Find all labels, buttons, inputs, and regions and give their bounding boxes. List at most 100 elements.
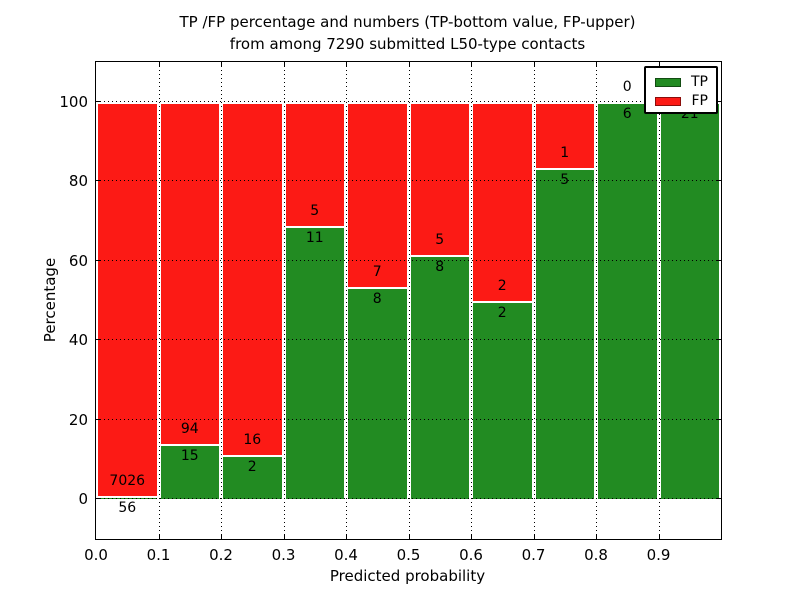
x-tick-mark (658, 62, 660, 66)
x-tick-mark (471, 62, 472, 66)
bar-segment-fp (535, 102, 594, 169)
bar-count-label-tp: 6 (622, 106, 632, 122)
bar-0.9-1.0 (658, 102, 721, 499)
y-tick-label: 80 (68, 172, 88, 191)
gridline-horizontal (96, 339, 721, 341)
x-tick-mark (408, 535, 410, 539)
gridline-horizontal (96, 259, 721, 261)
x-tick-mark (283, 62, 285, 66)
x-tick-mark (346, 535, 347, 539)
x-tick-label: 0.0 (84, 546, 108, 564)
bar-count-label-fp: 0 (622, 79, 632, 95)
y-tick-mark (717, 418, 721, 420)
x-tick-mark (221, 62, 222, 66)
bar-segment-tp (598, 102, 657, 499)
bar-count-label-fp: 2 (497, 277, 507, 294)
bar-count-label-fp: 1 (560, 145, 570, 162)
bar-count-label-tp: 5 (560, 172, 570, 189)
x-tick-label: 0.5 (396, 546, 421, 564)
bar-0.5-0.6 (408, 102, 471, 499)
bar-0.4-0.5 (346, 102, 409, 499)
gridline-vertical (221, 62, 222, 539)
y-tick-mark (96, 498, 100, 499)
y-tick-label: 0 (78, 490, 88, 508)
gridline-vertical (471, 62, 472, 539)
bar-count-label-tp: 15 (180, 448, 199, 465)
gridline-vertical (658, 62, 660, 539)
bar-0.6-0.7 (471, 102, 534, 499)
y-tick-mark (96, 101, 100, 102)
y-tick-mark (717, 259, 721, 261)
legend-item-tp: TP (655, 74, 708, 90)
chart-title-line-2: from among 7290 submitted L50-type conta… (229, 35, 586, 53)
plot-area: TP FP 7026569415162511785822150602102040… (59, 61, 722, 564)
gridline-horizontal (96, 498, 721, 499)
x-tick-label: 0.9 (646, 546, 671, 564)
bar-count-label-tp: 11 (305, 230, 324, 247)
tp-color-swatch-icon (655, 77, 681, 87)
x-tick-label: 0.2 (209, 546, 233, 564)
bar-count-label-tp: 56 (118, 499, 137, 516)
bar-segment-tp (160, 444, 219, 499)
bar-segment-tp (660, 102, 719, 499)
y-tick-mark (96, 259, 100, 261)
x-axis-label: Predicted probability (329, 567, 486, 585)
bar-segment-tp (410, 254, 469, 499)
bar-segment-tp (285, 226, 344, 499)
bar-segment-tp (348, 287, 407, 499)
x-tick-label: 0.4 (334, 546, 358, 564)
legend-item-fp: FP (655, 93, 708, 109)
bar-count-label-tp: 8 (372, 291, 382, 308)
bar-count-label-tp: 2 (497, 304, 507, 321)
x-tick-mark (658, 535, 660, 539)
y-tick-label: 100 (59, 93, 88, 111)
y-tick-mark (717, 101, 721, 102)
y-tick-mark (96, 180, 100, 182)
bar-count-label-fp: 7026 (109, 472, 146, 489)
y-axis-label: Percentage (41, 257, 59, 343)
bar-segment-fp (285, 102, 344, 227)
bar-segment-tp (223, 454, 282, 499)
x-tick-label: 0.3 (271, 546, 296, 564)
gridline-vertical (158, 62, 160, 539)
chart-title-line-1: TP /FP percentage and numbers (TP-bottom… (179, 13, 636, 31)
y-tick-mark (96, 418, 100, 420)
x-tick-mark (533, 62, 535, 66)
fp-color-swatch-icon (655, 96, 681, 106)
x-tick-mark (221, 535, 222, 539)
bar-count-label-fp: 16 (243, 431, 262, 448)
x-tick-mark (158, 62, 160, 66)
y-tick-mark (96, 339, 100, 341)
y-tick-label: 40 (68, 331, 88, 350)
bar-segment-tp (535, 168, 594, 499)
bar-segment-fp (160, 102, 219, 445)
x-tick-mark (346, 62, 347, 66)
x-tick-mark (533, 535, 535, 539)
gridline-vertical (533, 62, 535, 539)
y-tick-mark (717, 339, 721, 341)
bar-segment-fp (410, 102, 469, 255)
bar-segment-fp (223, 102, 282, 455)
bar-count-label-fp: 5 (310, 203, 320, 220)
x-tick-label: 0.8 (584, 546, 608, 564)
y-tick-label: 60 (68, 251, 88, 270)
gridline-vertical (596, 62, 597, 539)
x-tick-label: 0.1 (146, 546, 171, 564)
gridline-vertical (283, 62, 285, 539)
gridline-vertical (346, 62, 347, 539)
gridline-vertical (408, 62, 410, 539)
bar-count-label-fp: 5 (435, 231, 445, 248)
gridline-horizontal (96, 101, 721, 102)
gridline-horizontal (96, 180, 721, 182)
bar-0.0-0.1 (96, 102, 159, 499)
bar-count-label-fp: 94 (180, 421, 199, 438)
bar-count-label-fp: 7 (372, 264, 382, 281)
y-tick-mark (717, 180, 721, 182)
legend-label-fp: FP (691, 93, 709, 109)
bar-0.3-0.4 (283, 102, 346, 499)
x-tick-label: 0.6 (459, 546, 483, 564)
chart-title: TP /FP percentage and numbers (TP-bottom… (95, 11, 720, 55)
bar-0.1-0.2 (158, 102, 221, 499)
bar-count-label-tp: 2 (247, 458, 257, 475)
y-tick-label: 20 (68, 410, 88, 429)
